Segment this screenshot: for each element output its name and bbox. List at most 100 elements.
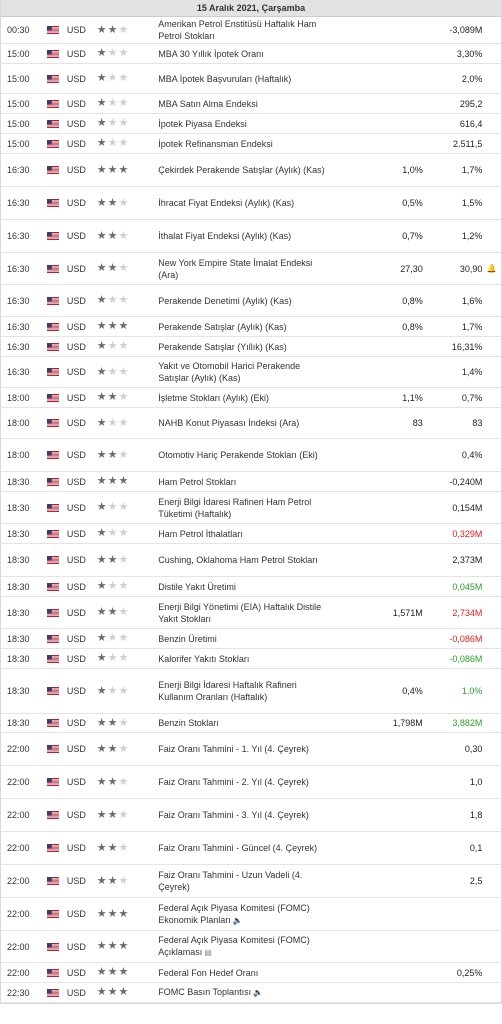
event-row[interactable]: 16:30 USD ★ ★ ★ Perakende Denetimi (Aylık)…	[1, 285, 501, 317]
event-row[interactable]: 22:00 USD ★ ★ ★ Faiz Oranı Tahmini - 2. Yı…	[1, 766, 501, 799]
event-name[interactable]: Kalorifer Yakıtı Stokları	[158, 653, 326, 665]
event-title[interactable]: Kalorifer Yakıtı Stokları	[158, 653, 250, 664]
event-row[interactable]: 15:00 USD ★ ★ ★ İpotek Piyasa Endeksi 616,…	[1, 114, 501, 134]
event-title[interactable]: FOMC Basın Toplantısı	[158, 987, 252, 997]
event-title[interactable]: Benzin Üretimi	[158, 633, 217, 644]
event-title[interactable]: Faiz Oranı Tahmini - 2. Yıl (4. Çeyrek)	[158, 777, 309, 787]
event-row[interactable]: 18:00 USD ★ ★ ★ NAHB Konut Piyasası İndeks…	[1, 408, 501, 439]
event-row[interactable]: 22:00 USD ★ ★ ★ Federal Açık Piyasa Komite…	[1, 898, 501, 931]
event-title[interactable]: Faiz Oranı Tahmini - 1. Yıl (4. Çeyrek)	[158, 744, 309, 754]
event-row[interactable]: 18:00 USD ★ ★ ★ Otomotiv Hariç Perakende S…	[1, 439, 501, 472]
event-name[interactable]: İhracat Fiyat Endeksi (Aylık) (Kas)	[158, 197, 326, 209]
event-name[interactable]: NAHB Konut Piyasası İndeksi (Ara)	[158, 417, 326, 429]
event-row[interactable]: 16:30 USD ★ ★ ★ Yakıt ve Otomobil Harici P…	[1, 357, 501, 388]
event-row[interactable]: 18:30 USD ★ ★ ★ Kalorifer Yakıtı Stokları …	[1, 649, 501, 669]
event-title[interactable]: MBA İpotek Başvuruları (Haftalık)	[158, 73, 292, 84]
event-title[interactable]: MBA Satın Alma Endeksi	[158, 98, 258, 109]
event-name[interactable]: Enerji Bilgi Yönetimi (EIA) Haftalık Dis…	[158, 601, 326, 625]
event-title[interactable]: İşletme Stokları (Aylık) (Eki)	[158, 392, 270, 403]
event-title[interactable]: Benzin Stokları	[158, 718, 219, 728]
event-row[interactable]: 18:30 USD ★ ★ ★ Ham Petrol İthalatları 0,3…	[1, 524, 501, 544]
event-name[interactable]: Enerji Bilgi İdaresi Haftalık Rafineri K…	[158, 679, 326, 703]
event-name[interactable]: Yakıt ve Otomobil Harici Perakende Satış…	[158, 360, 326, 384]
event-name[interactable]: FOMC Basın Toplantısı 🔈	[158, 986, 326, 999]
event-row[interactable]: 15:00 USD ★ ★ ★ MBA İpotek Başvuruları (Ha…	[1, 64, 501, 94]
event-title[interactable]: Faiz Oranı Tahmini - Uzun Vadeli (4. Çey…	[158, 870, 303, 892]
event-title[interactable]: İpotek Refinansman Endeksi	[158, 138, 273, 149]
event-title[interactable]: Yakıt ve Otomobil Harici Perakende Satış…	[158, 361, 301, 383]
event-name[interactable]: Faiz Oranı Tahmini - Güncel (4. Çeyrek)	[158, 842, 326, 854]
event-title[interactable]: Federal Açık Piyasa Komitesi (FOMC) Ekon…	[158, 902, 310, 925]
event-row[interactable]: 18:30 USD ★ ★ ★ Benzin Üretimi -0,086M	[1, 629, 501, 649]
event-row[interactable]: 18:30 USD ★ ★ ★ Distile Yakıt Üretimi 0,04…	[1, 577, 501, 597]
event-name[interactable]: MBA İpotek Başvuruları (Haftalık)	[158, 73, 326, 85]
event-row[interactable]: 18:30 USD ★ ★ ★ Benzin Stokları 1,798M 3,8…	[1, 714, 501, 733]
event-name[interactable]: İşletme Stokları (Aylık) (Eki)	[158, 392, 326, 404]
event-name[interactable]: Federal Fon Hedef Oranı	[158, 967, 326, 979]
event-name[interactable]: Perakende Denetimi (Aylık) (Kas)	[158, 295, 326, 307]
event-title[interactable]: Distile Yakıt Üretimi	[158, 581, 236, 592]
event-row[interactable]: 22:00 USD ★ ★ ★ Faiz Oranı Tahmini - Günce…	[1, 832, 501, 865]
event-title[interactable]: Enerji Bilgi Yönetimi (EIA) Haftalık Dis…	[158, 601, 322, 624]
event-row[interactable]: 18:30 USD ★ ★ ★ Cushing, Oklahoma Ham Petr…	[1, 544, 501, 577]
event-row[interactable]: 16:30 USD ★ ★ ★ Perakende Satışlar (Yıllık…	[1, 337, 501, 357]
event-name[interactable]: Ham Petrol Stokları	[158, 476, 326, 488]
event-title[interactable]: Faiz Oranı Tahmini - Güncel (4. Çeyrek)	[158, 843, 318, 853]
event-row[interactable]: 22:30 USD ★ ★ ★ FOMC Basın Toplantısı 🔈	[1, 983, 501, 1003]
event-name[interactable]: Faiz Oranı Tahmini - 3. Yıl (4. Çeyrek)	[158, 809, 326, 821]
event-name[interactable]: Çekirdek Perakende Satışlar (Aylık) (Kas…	[158, 164, 326, 176]
alert-bell-icon[interactable]: 🔔	[486, 264, 497, 273]
event-title[interactable]: Çekirdek Perakende Satışlar (Aylık) (Kas…	[158, 165, 325, 175]
event-title[interactable]: NAHB Konut Piyasası İndeksi (Ara)	[158, 418, 300, 428]
event-name[interactable]: Faiz Oranı Tahmini - Uzun Vadeli (4. Çey…	[158, 869, 326, 893]
event-title[interactable]: İpotek Piyasa Endeksi	[158, 118, 247, 129]
event-title[interactable]: İhracat Fiyat Endeksi (Aylık) (Kas)	[158, 198, 295, 208]
event-name[interactable]: İpotek Piyasa Endeksi	[158, 118, 326, 130]
event-row[interactable]: 16:30 USD ★ ★ ★ Çekirdek Perakende Satışla…	[1, 154, 501, 187]
event-name[interactable]: Federal Açık Piyasa Komitesi (FOMC) Açık…	[158, 934, 326, 959]
event-name[interactable]: Faiz Oranı Tahmini - 1. Yıl (4. Çeyrek)	[158, 743, 326, 755]
event-title[interactable]: Enerji Bilgi İdaresi Haftalık Rafineri K…	[158, 680, 297, 702]
event-row[interactable]: 16:30 USD ★ ★ ★ İthalat Fiyat Endeksi (Ayl…	[1, 220, 501, 253]
event-name[interactable]: Faiz Oranı Tahmini - 2. Yıl (4. Çeyrek)	[158, 776, 326, 788]
event-row[interactable]: 18:30 USD ★ ★ ★ Enerji Bilgi İdaresi Rafin…	[1, 492, 501, 524]
event-title[interactable]: MBA 30 Yıllık İpotek Oranı	[158, 48, 264, 59]
event-row[interactable]: 16:30 USD ★ ★ ★ Perakende Satışlar (Aylık)…	[1, 317, 501, 337]
event-row[interactable]: 15:00 USD ★ ★ ★ MBA Satın Alma Endeksi 295…	[1, 94, 501, 114]
event-row[interactable]: 00:30 USD ★ ★ ★ Amerikan Petrol Enstitüsü …	[1, 17, 501, 44]
event-name[interactable]: New York Empire State İmalat Endeksi (Ar…	[158, 257, 326, 281]
event-title[interactable]: Federal Fon Hedef Oranı	[158, 967, 259, 978]
event-title[interactable]: Otomotiv Hariç Perakende Stokları (Eki)	[158, 450, 318, 460]
event-name[interactable]: Ham Petrol İthalatları	[158, 528, 326, 540]
event-row[interactable]: 16:30 USD ★ ★ ★ İhracat Fiyat Endeksi (Ayl…	[1, 187, 501, 220]
event-title[interactable]: Cushing, Oklahoma Ham Petrol Stokları	[158, 555, 318, 565]
event-title[interactable]: New York Empire State İmalat Endeksi (Ar…	[158, 257, 313, 280]
event-title[interactable]: Perakende Denetimi (Aylık) (Kas)	[158, 295, 292, 306]
event-name[interactable]: MBA 30 Yıllık İpotek Oranı	[158, 48, 326, 60]
event-row[interactable]: 18:00 USD ★ ★ ★ İşletme Stokları (Aylık) (…	[1, 388, 501, 408]
event-row[interactable]: 18:30 USD ★ ★ ★ Enerji Bilgi İdaresi Hafta…	[1, 669, 501, 714]
event-name[interactable]: Otomotiv Hariç Perakende Stokları (Eki)	[158, 449, 326, 461]
event-title[interactable]: Perakende Satışlar (Aylık) (Kas)	[158, 321, 287, 332]
event-row[interactable]: 18:30 USD ★ ★ ★ Ham Petrol Stokları -0,240…	[1, 472, 501, 492]
event-name[interactable]: İpotek Refinansman Endeksi	[158, 138, 326, 150]
event-name[interactable]: Benzin Üretimi	[158, 633, 326, 645]
event-row[interactable]: 22:00 USD ★ ★ ★ Faiz Oranı Tahmini - Uzun …	[1, 865, 501, 898]
event-name[interactable]: MBA Satın Alma Endeksi	[158, 98, 326, 110]
event-row[interactable]: 22:00 USD ★ ★ ★ Federal Açık Piyasa Komite…	[1, 931, 501, 963]
event-title[interactable]: Ham Petrol İthalatları	[158, 528, 243, 539]
event-row[interactable]: 22:00 USD ★ ★ ★ Faiz Oranı Tahmini - 1. Yı…	[1, 733, 501, 766]
event-title[interactable]: Faiz Oranı Tahmini - 3. Yıl (4. Çeyrek)	[158, 810, 309, 820]
event-name[interactable]: Distile Yakıt Üretimi	[158, 581, 326, 593]
event-name[interactable]: Federal Açık Piyasa Komitesi (FOMC) Ekon…	[158, 902, 326, 927]
event-name[interactable]: Benzin Stokları	[158, 717, 326, 729]
event-row[interactable]: 22:00 USD ★ ★ ★ Faiz Oranı Tahmini - 3. Yı…	[1, 799, 501, 832]
event-name[interactable]: Cushing, Oklahoma Ham Petrol Stokları	[158, 554, 326, 566]
event-name[interactable]: Enerji Bilgi İdaresi Rafineri Ham Petrol…	[158, 496, 326, 520]
event-name[interactable]: Amerikan Petrol Enstitüsü Haftalık Ham P…	[158, 18, 326, 42]
event-title[interactable]: Enerji Bilgi İdaresi Rafineri Ham Petrol…	[158, 496, 312, 519]
event-row[interactable]: 15:00 USD ★ ★ ★ MBA 30 Yıllık İpotek Oranı…	[1, 44, 501, 64]
event-row[interactable]: 16:30 USD ★ ★ ★ New York Empire State İmal…	[1, 253, 501, 285]
event-name[interactable]: Perakende Satışlar (Yıllık) (Kas)	[158, 341, 326, 353]
event-title[interactable]: Amerikan Petrol Enstitüsü Haftalık Ham P…	[158, 19, 317, 41]
